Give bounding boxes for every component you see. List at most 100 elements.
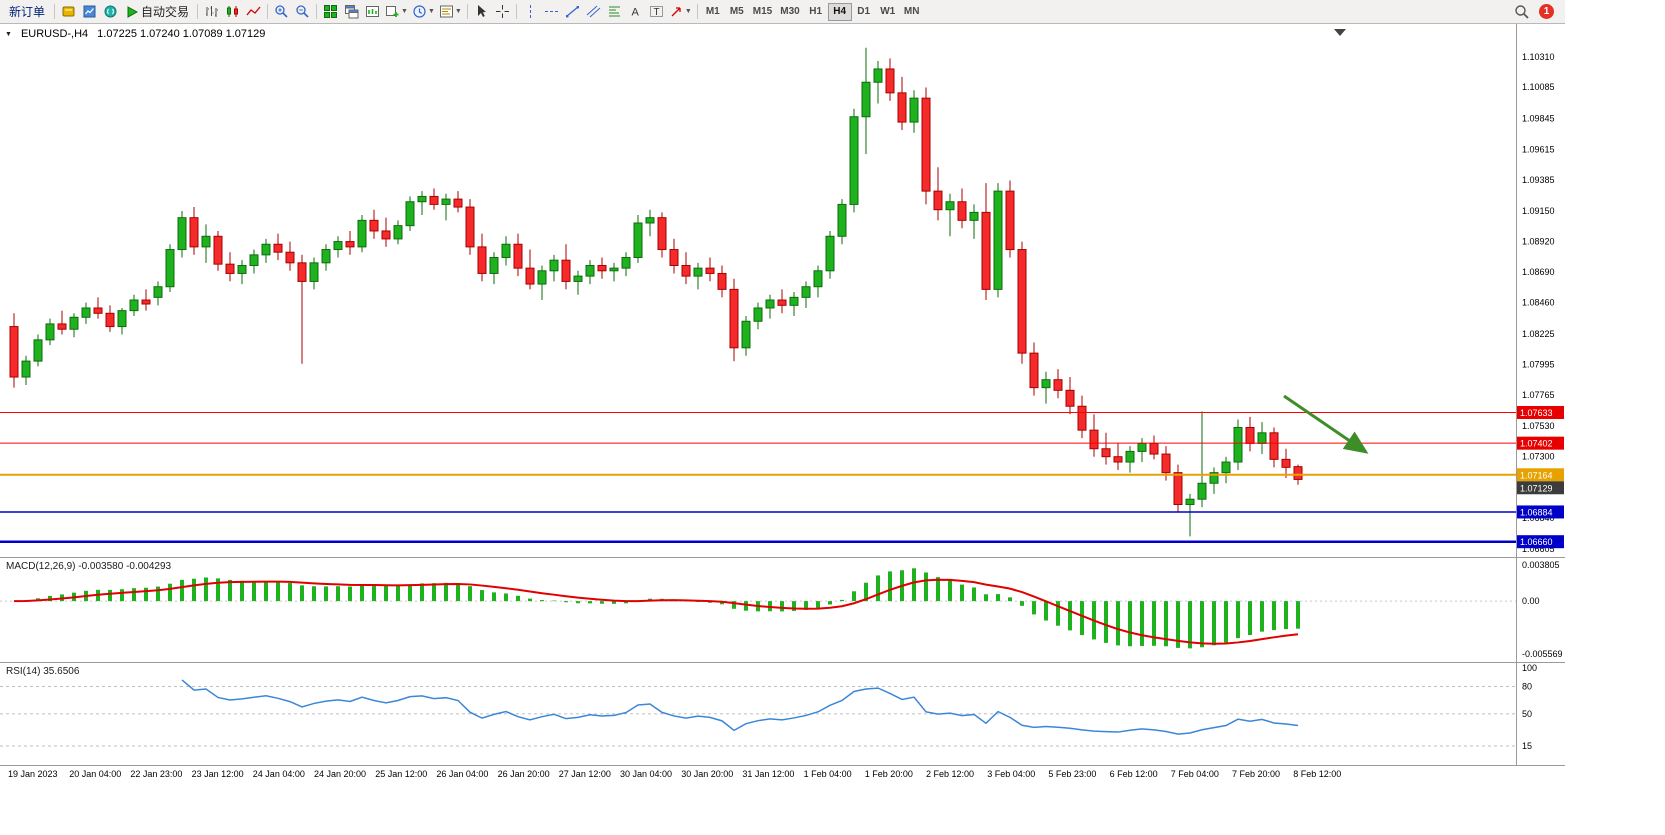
price-tag: 1.07402 bbox=[1517, 436, 1564, 450]
line-chart-icon bbox=[246, 6, 261, 16]
coins-icon bbox=[62, 6, 75, 17]
chart-window-button[interactable] bbox=[362, 2, 383, 22]
chart-title: ▼ EURUSD-,H4 1.07225 1.07240 1.07089 1.0… bbox=[5, 28, 265, 40]
toolbar-separator bbox=[54, 4, 56, 19]
signal-button[interactable] bbox=[100, 2, 121, 22]
svg-text:T: T bbox=[653, 7, 659, 18]
zoom-in-icon bbox=[275, 5, 288, 18]
price-axis-label: 1.09150 bbox=[1522, 206, 1555, 216]
chart-window-icon bbox=[83, 5, 96, 18]
timeframe-m1[interactable]: M1 bbox=[701, 3, 725, 21]
templates-button[interactable]: ▼ bbox=[437, 2, 464, 22]
timeframe-h4[interactable]: H4 bbox=[827, 2, 852, 21]
candlestick-chart-button[interactable] bbox=[222, 2, 243, 22]
price-tag: 1.06884 bbox=[1517, 505, 1564, 519]
trendline-icon bbox=[565, 6, 579, 18]
chart-profile-button[interactable] bbox=[79, 2, 100, 22]
channel-icon bbox=[586, 5, 601, 18]
zoom-out-button[interactable] bbox=[292, 2, 313, 22]
price-axis-label: 1.10085 bbox=[1522, 82, 1555, 92]
auto-trading-button[interactable]: 自动交易 bbox=[121, 2, 194, 22]
vertical-line-icon bbox=[529, 5, 531, 18]
time-axis-label: 22 Jan 23:00 bbox=[130, 769, 182, 779]
fibonacci-button[interactable] bbox=[604, 2, 625, 22]
svg-text:1.06660: 1.06660 bbox=[1520, 537, 1553, 547]
time-axis-label: 31 Jan 12:00 bbox=[742, 769, 794, 779]
notification-badge[interactable]: 1 bbox=[1539, 4, 1554, 19]
crosshair-icon bbox=[495, 5, 509, 18]
price-axis-label: 1.07995 bbox=[1522, 359, 1555, 369]
text-icon: A bbox=[631, 7, 639, 19]
level-lines-layer bbox=[0, 411, 1516, 543]
trendline-button[interactable] bbox=[562, 2, 583, 22]
periods-button[interactable]: ▼ bbox=[410, 2, 437, 22]
price-axis-label: 1.08690 bbox=[1522, 267, 1555, 277]
rsi-indicator-label: RSI(14) 35.6506 bbox=[6, 666, 80, 677]
tile-windows-button[interactable] bbox=[320, 2, 341, 22]
new-order-button[interactable]: 新订单 bbox=[3, 2, 51, 22]
new-chart-icon bbox=[386, 6, 399, 17]
chevron-down-icon: ▼ bbox=[427, 8, 435, 15]
zoom-out-icon bbox=[296, 5, 309, 18]
timeframe-m15[interactable]: M15 bbox=[749, 3, 776, 21]
cascade-windows-button[interactable] bbox=[341, 2, 362, 22]
horizontal-line-button[interactable] bbox=[541, 2, 562, 22]
price-tag: 1.07129 bbox=[1517, 481, 1564, 495]
new-chart-button[interactable]: ▼ bbox=[383, 2, 410, 22]
timeframe-h1[interactable]: H1 bbox=[804, 3, 828, 21]
timeframe-m5[interactable]: M5 bbox=[725, 3, 749, 21]
zoom-in-button[interactable] bbox=[271, 2, 292, 22]
bar-chart-button[interactable] bbox=[201, 2, 222, 22]
price-tag: 1.07633 bbox=[1517, 405, 1564, 419]
rsi-line bbox=[181, 679, 1299, 735]
chevron-down-icon: ▼ bbox=[401, 8, 408, 15]
rsi-axis-label: 100 bbox=[1522, 663, 1537, 673]
cursor-button[interactable] bbox=[471, 2, 492, 22]
chart-title-symbol: EURUSD-,H4 bbox=[20, 28, 89, 40]
horizontal-line-icon bbox=[544, 11, 558, 12]
time-axis-label: 3 Feb 04:00 bbox=[987, 769, 1035, 779]
cascade-windows-icon bbox=[345, 5, 359, 19]
time-axis-label: 25 Jan 12:00 bbox=[375, 769, 427, 779]
timeframe-mn[interactable]: MN bbox=[900, 3, 924, 21]
chevron-down-icon: ▼ bbox=[684, 8, 692, 15]
timeframe-d1[interactable]: D1 bbox=[852, 3, 876, 21]
chart-window-small-icon bbox=[366, 6, 380, 17]
fibonacci-icon bbox=[608, 6, 620, 17]
chart-shift-marker[interactable] bbox=[1334, 29, 1346, 36]
macd-axis-label: 0.00 bbox=[1522, 596, 1540, 606]
macd-signal-line bbox=[13, 578, 1299, 645]
channel-button[interactable] bbox=[583, 2, 604, 22]
bar-chart-icon bbox=[206, 6, 219, 17]
coins-button[interactable] bbox=[58, 2, 79, 22]
chevron-down-icon: ▼ bbox=[454, 8, 462, 15]
svg-text:1.07164: 1.07164 bbox=[1520, 470, 1553, 480]
vertical-line-button[interactable] bbox=[520, 2, 541, 22]
time-axis-label: 6 Feb 12:00 bbox=[1110, 769, 1158, 779]
time-axis-label: 30 Jan 20:00 bbox=[681, 769, 733, 779]
timeframe-w1[interactable]: W1 bbox=[876, 3, 900, 21]
arrows-icon bbox=[671, 7, 681, 17]
symbol-menu-icon[interactable]: ▼ bbox=[5, 30, 12, 38]
cursor-icon bbox=[477, 5, 486, 17]
clock-icon bbox=[413, 5, 426, 18]
time-axis-label: 7 Feb 20:00 bbox=[1232, 769, 1280, 779]
price-axis-label: 1.09615 bbox=[1522, 144, 1555, 154]
line-chart-button[interactable] bbox=[243, 2, 264, 22]
chart-area[interactable]: ▼ EURUSD-,H4 1.07225 1.07240 1.07089 1.0… bbox=[0, 24, 1565, 782]
macd-histogram bbox=[24, 568, 1300, 649]
price-axis-label: 1.10310 bbox=[1522, 52, 1555, 62]
search-button[interactable] bbox=[1511, 2, 1532, 22]
macd-axis-label: -0.005569 bbox=[1522, 649, 1563, 659]
price-axis-label: 1.07530 bbox=[1522, 421, 1555, 431]
text-button[interactable]: A bbox=[625, 2, 646, 22]
timeframe-m30[interactable]: M30 bbox=[776, 3, 803, 21]
arrows-button[interactable]: ▼ bbox=[667, 2, 694, 22]
text-label-button[interactable]: T bbox=[646, 2, 667, 22]
trend-arrow-annotation[interactable] bbox=[1283, 394, 1369, 454]
rsi-axis-label: 80 bbox=[1522, 681, 1532, 691]
toolbar-separator bbox=[316, 4, 318, 19]
price-axis-label: 1.08460 bbox=[1522, 298, 1555, 308]
chart-canvas[interactable]: 1.10310 1.10085 1.09845 1.09615 1.09385 1.091… bbox=[0, 24, 1565, 782]
crosshair-button[interactable] bbox=[492, 2, 513, 22]
